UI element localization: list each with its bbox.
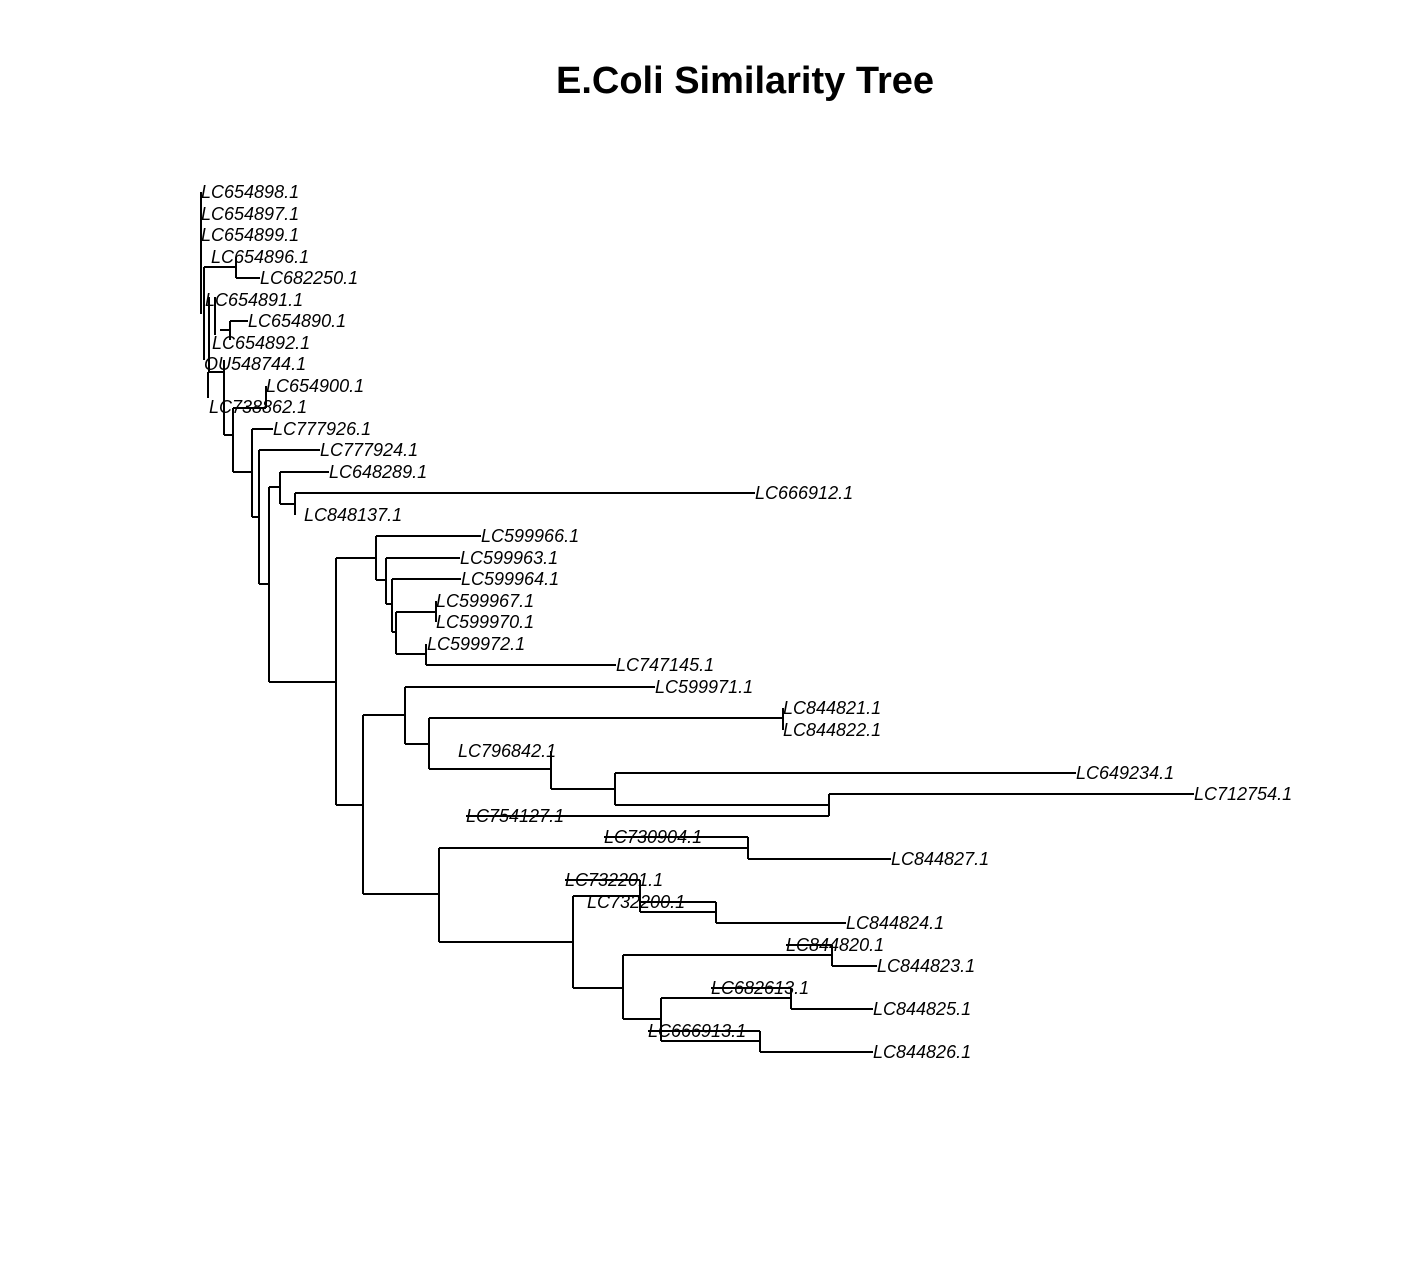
- tip-label: LC844821.1: [783, 698, 881, 718]
- tip-label: LC682250.1: [260, 268, 358, 288]
- chart-title: E.Coli Similarity Tree: [556, 60, 934, 102]
- tip-label: LC844820.1: [786, 935, 884, 955]
- tip-label: LC654896.1: [211, 247, 309, 267]
- tip-label: LC732200.1: [587, 892, 685, 912]
- tip-label: LC654897.1: [201, 204, 299, 224]
- tip-label: LC754127.1: [466, 806, 564, 826]
- tip-label: LC599963.1: [460, 548, 558, 568]
- tip-label: LC649234.1: [1076, 763, 1174, 783]
- tip-label: LC844826.1: [873, 1042, 971, 1062]
- tip-label: LC844824.1: [846, 913, 944, 933]
- tip-label: LC666912.1: [755, 483, 853, 503]
- tip-label: LC648289.1: [329, 462, 427, 482]
- tip-label: LC844825.1: [873, 999, 971, 1019]
- tip-label: LC599964.1: [461, 569, 559, 589]
- tip-label: LC712754.1: [1194, 784, 1292, 804]
- tip-label: LC654891.1: [205, 290, 303, 310]
- tip-label: LC654899.1: [201, 225, 299, 245]
- tip-label: OU548744.1: [204, 354, 306, 374]
- tip-label: LC747145.1: [616, 655, 714, 675]
- tip-label: LC848137.1: [304, 505, 402, 525]
- tip-label: LC654890.1: [248, 311, 346, 331]
- tip-label: LC599967.1: [436, 591, 534, 611]
- tip-label: LC777924.1: [320, 440, 418, 460]
- tree-branches: [200, 192, 1194, 1053]
- tip-label: LC732201.1: [565, 870, 663, 890]
- tip-label: LC844827.1: [891, 849, 989, 869]
- tip-label: LC599966.1: [481, 526, 579, 546]
- tip-label: LC844822.1: [783, 720, 881, 740]
- tip-labels: LC654898.1LC654897.1LC654899.1LC654896.1…: [201, 182, 1292, 1062]
- tip-label: LC738862.1: [209, 397, 307, 417]
- tip-label: LC796842.1: [458, 741, 556, 761]
- tip-label: LC666913.1: [648, 1021, 746, 1041]
- tip-label: LC599971.1: [655, 677, 753, 697]
- tip-label: LC654898.1: [201, 182, 299, 202]
- tip-label: LC730904.1: [604, 827, 702, 847]
- tip-label: LC599972.1: [427, 634, 525, 654]
- tip-label: LC654900.1: [266, 376, 364, 396]
- tip-label: LC844823.1: [877, 956, 975, 976]
- tip-label: LC599970.1: [436, 612, 534, 632]
- tip-label: LC654892.1: [212, 333, 310, 353]
- tip-label: LC777926.1: [273, 419, 371, 439]
- tip-label: LC682613.1: [711, 978, 809, 998]
